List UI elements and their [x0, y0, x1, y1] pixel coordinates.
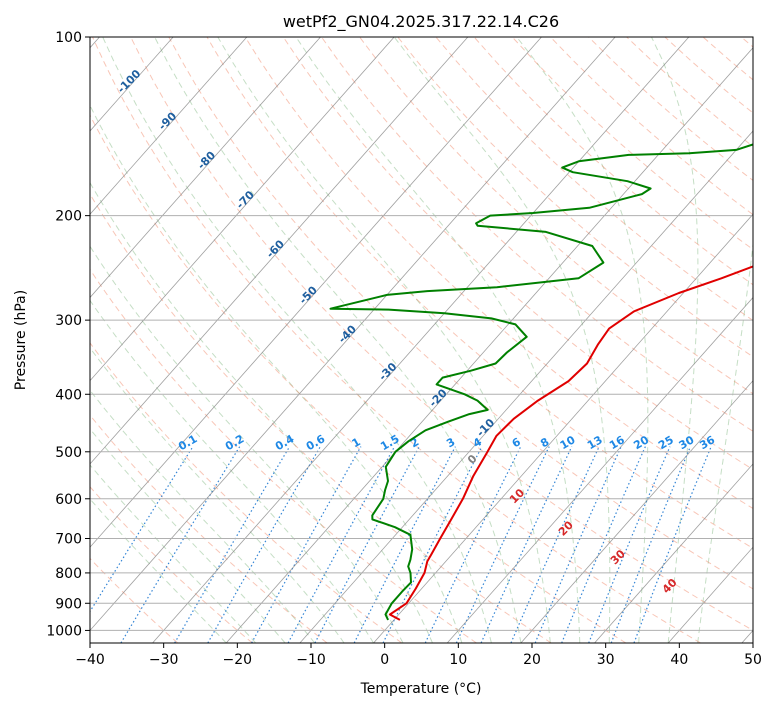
dry-adiabat — [90, 414, 328, 643]
mixing-ratio-line — [424, 446, 522, 643]
isotherm — [373, 213, 753, 643]
pressure-gridlines — [90, 37, 753, 631]
moist-adiabat — [393, 37, 611, 643]
isotherm — [520, 380, 753, 643]
dry-adiabat — [90, 114, 627, 643]
plot-frame — [89, 36, 754, 644]
moist-adiabat — [651, 37, 699, 643]
moist-adiabat — [90, 347, 345, 643]
isotherm — [446, 296, 753, 643]
isotherm — [90, 37, 469, 465]
mixing-ratio-line — [534, 446, 622, 643]
isotherm — [225, 47, 753, 643]
y-tick-label: 600 — [55, 492, 82, 508]
mixing-ratio-line — [174, 446, 291, 643]
moist-adiabat — [90, 104, 463, 643]
isotherm — [594, 463, 753, 643]
x-tick-label: 10 — [449, 652, 467, 668]
x-tick-label: 40 — [670, 652, 688, 668]
y-tick-label: 200 — [55, 209, 82, 225]
dry-adiabat — [397, 37, 753, 358]
mixing-ratio-lines — [90, 446, 712, 643]
isotherm — [90, 37, 321, 299]
moist-adiabat — [90, 299, 374, 643]
x-tick-label: −40 — [75, 652, 105, 668]
mixing-ratio-line — [382, 446, 483, 643]
background-lines — [90, 37, 753, 643]
dry-adiabat — [90, 557, 179, 643]
chart-title: wetPf2_GN04.2025.317.22.14.C26 — [283, 12, 559, 32]
mixing-ratio-line — [251, 446, 362, 643]
moist-adiabat — [90, 389, 315, 643]
mixing-ratio-line — [120, 446, 241, 643]
isotherm — [299, 130, 753, 643]
moist-adiabat — [102, 37, 492, 643]
dry-adiabat — [359, 37, 753, 395]
moist-adiabat — [90, 245, 404, 643]
y-tick-label: 100 — [55, 30, 82, 46]
moist-adiabat — [90, 464, 257, 643]
y-tick-label: 300 — [55, 313, 82, 329]
isotherm — [90, 37, 616, 632]
y-tick-label: 700 — [55, 532, 82, 548]
moist-adiabat — [90, 181, 433, 643]
x-axis-title: Temperature (°C) — [360, 681, 482, 697]
isotherms — [90, 37, 753, 643]
temperature-line — [388, 265, 753, 621]
x-tick-label: 0 — [380, 652, 389, 668]
moist-adiabat — [295, 37, 581, 643]
mixing-ratio-line — [561, 446, 646, 643]
dry-adiabat — [90, 268, 477, 643]
x-tick-label: −20 — [223, 652, 253, 668]
y-tick-label: 500 — [55, 445, 82, 461]
mixing-ratio-line — [633, 446, 712, 643]
isotherm — [90, 37, 395, 382]
dewpoint-line — [329, 143, 753, 621]
isotherm — [152, 37, 690, 643]
x-tick-label: 30 — [597, 652, 615, 668]
x-axis-ticks: −40 −30 −20 −10 0 10 20 30 40 50 — [75, 643, 762, 668]
y-tick-label: 900 — [55, 596, 82, 612]
profiles — [329, 143, 753, 621]
isotherm — [90, 37, 248, 215]
dry-adiabat — [168, 37, 753, 590]
y-tick-label: 800 — [55, 566, 82, 582]
y-axis-ticks: 100 200 300 400 500 600 700 800 900 1000 — [46, 30, 90, 639]
moist-adiabats — [90, 37, 753, 643]
moist-adiabat — [154, 37, 522, 643]
dry-adiabat — [282, 37, 753, 471]
x-tick-label: −10 — [296, 652, 326, 668]
x-tick-label: −30 — [149, 652, 179, 668]
isotherm — [90, 37, 542, 548]
y-tick-label: 400 — [55, 387, 82, 403]
dry-adiabat — [90, 486, 253, 643]
moist-adiabat — [516, 37, 649, 643]
dry-adiabat — [90, 193, 552, 643]
moist-adiabat — [697, 240, 753, 643]
y-tick-label: 1000 — [46, 623, 82, 639]
x-tick-label: 20 — [523, 652, 541, 668]
dry-adiabat — [130, 37, 753, 631]
y-axis-title: Pressure (hPa) — [13, 290, 29, 390]
moist-adiabat — [217, 37, 551, 643]
plot-background — [90, 37, 753, 643]
dry-adiabat — [244, 37, 753, 510]
x-tick-label: 50 — [744, 652, 762, 668]
mixing-ratio-line — [287, 446, 396, 643]
mixing-ratio-line — [455, 446, 550, 643]
moist-adiabat — [90, 428, 286, 643]
dry-adiabat — [92, 37, 701, 643]
